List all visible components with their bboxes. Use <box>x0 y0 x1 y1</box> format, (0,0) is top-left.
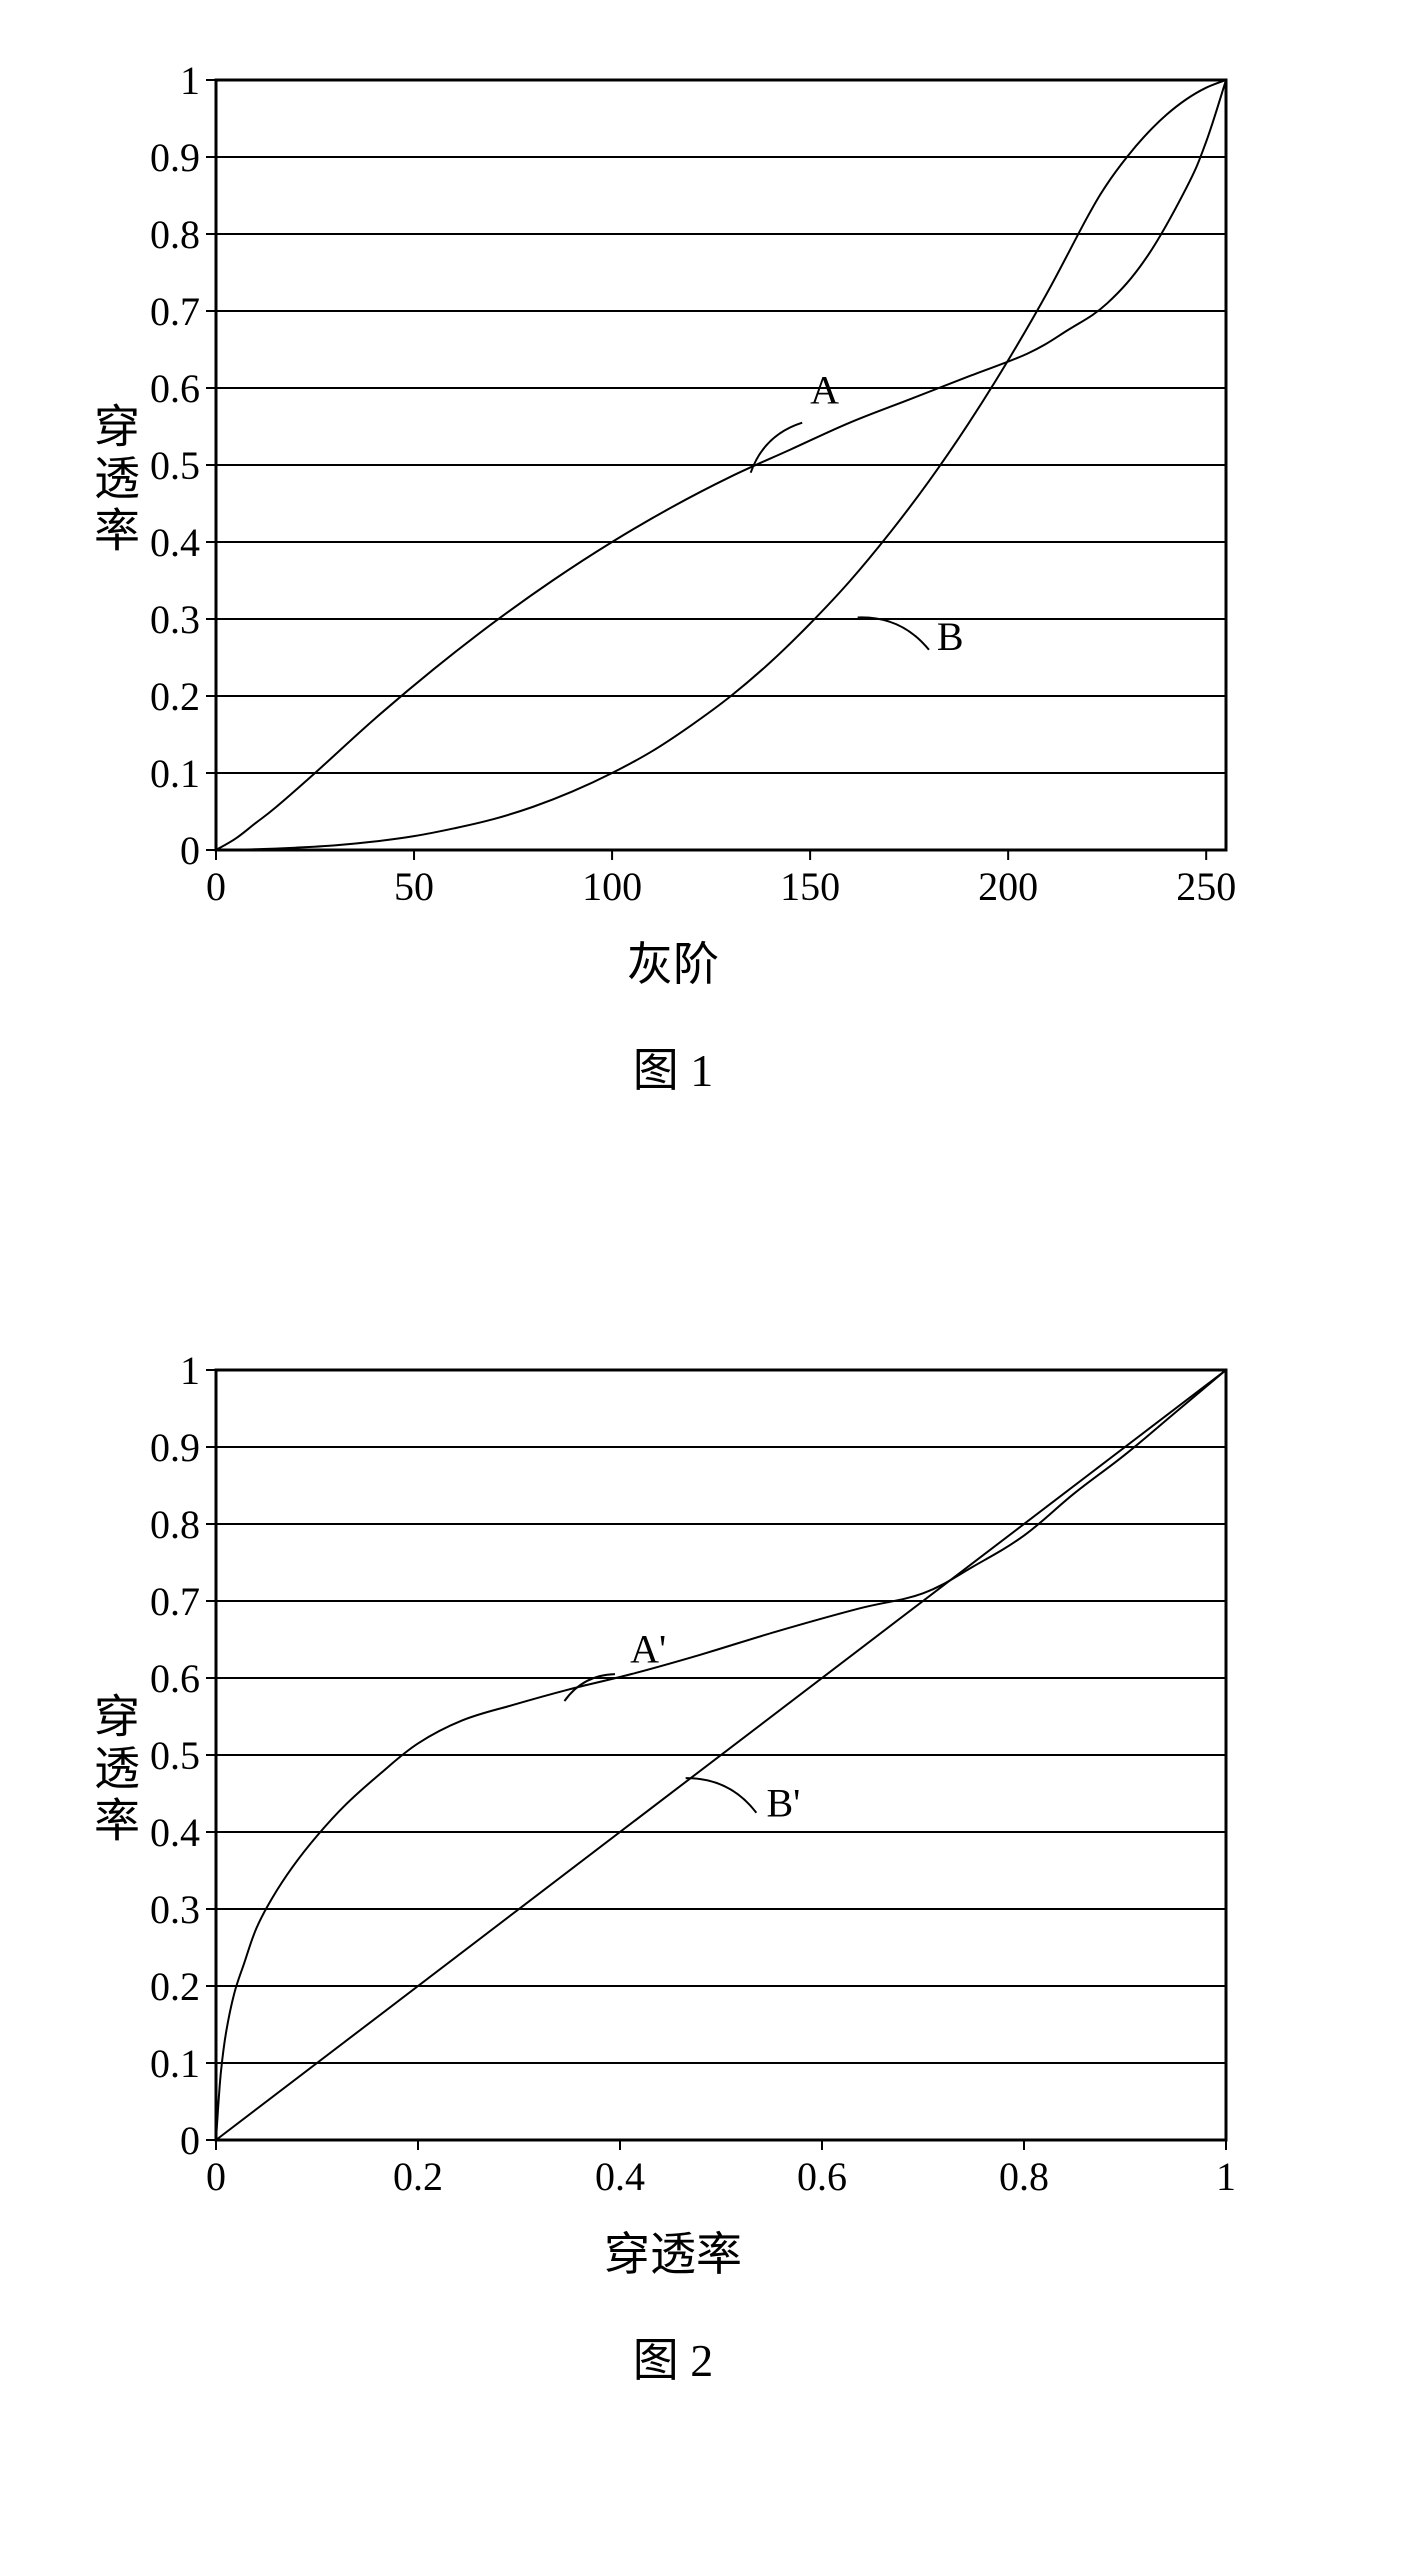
xtick-label: 0 <box>206 2154 226 2199</box>
figure-1-caption: 图 1 <box>633 1034 714 1100</box>
xtick-label: 100 <box>582 864 642 909</box>
figure-2: 穿透率 0 0.1 0.2 0.3 0.4 0.5 0.6 0.7 0.8 0.9 1 0 0.2 0.4… <box>80 1330 1266 2390</box>
ytick-label: 0.6 <box>150 1656 200 1701</box>
xtick-label: 0 <box>206 864 226 909</box>
ytick-label: 0.4 <box>150 520 200 565</box>
series-a-label: A <box>810 367 839 412</box>
ytick-label: 0.2 <box>150 1964 200 2009</box>
xtick-label: 0.4 <box>595 2154 645 2199</box>
ytick-label: 0.1 <box>150 751 200 796</box>
ytick-label: 0.7 <box>150 289 200 334</box>
xtick-label: 50 <box>394 864 434 909</box>
series-b-leader <box>858 617 929 649</box>
figure-1-row: 穿透率 0 0.1 0.2 0.3 0.4 0.5 0.6 0.7 0.8 0.9 1 0 50 100 1… <box>80 40 1266 920</box>
figure-2-row: 穿透率 0 0.1 0.2 0.3 0.4 0.5 0.6 0.7 0.8 0.9 1 0 0.2 0.4… <box>80 1330 1266 2210</box>
ytick-label: 0.8 <box>150 1502 200 1547</box>
figure-1-xlabel: 灰阶 <box>627 928 719 994</box>
ytick-label: 0.6 <box>150 366 200 411</box>
ytick-label: 0 <box>180 828 200 873</box>
series-a-label: A' <box>630 1627 666 1672</box>
ytick-label: 0.5 <box>150 1733 200 1778</box>
xtick-label: 0.2 <box>393 2154 443 2199</box>
ytick-label: 0.1 <box>150 2041 200 2086</box>
xtick-label: 150 <box>780 864 840 909</box>
ytick-label: 1 <box>180 58 200 103</box>
xtick-label: 200 <box>978 864 1038 909</box>
ytick-label: 0.4 <box>150 1810 200 1855</box>
xtick-label: 250 <box>1176 864 1236 909</box>
page: 穿透率 00.10.20.30.40.50.60.70.80.910501001… <box>0 0 1410 2549</box>
xtick-label: 0.6 <box>797 2154 847 2199</box>
ytick-label: 1 <box>180 1348 200 1393</box>
ytick-label: 0.8 <box>150 212 200 257</box>
ytick-label: 0.9 <box>150 1425 200 1470</box>
xtick-label: 0.8 <box>999 2154 1049 2199</box>
series-b-label: B <box>937 614 964 659</box>
figure-2-caption: 图 2 <box>633 2324 714 2390</box>
figure-1: 穿透率 0 0.1 0.2 0.3 0.4 0.5 0.6 0.7 0.8 0.9 1 0 50 100 1… <box>80 40 1266 1100</box>
figure-1-chart: 0 0.1 0.2 0.3 0.4 0.5 0.6 0.7 0.8 0.9 1 0 50 100 150 20… <box>146 40 1266 920</box>
ytick-label: 0.3 <box>150 597 200 642</box>
figure-2-ylabel: 穿透率 <box>80 1692 146 1848</box>
ytick-label: 0.9 <box>150 135 200 180</box>
ytick-label: 0.7 <box>150 1579 200 1624</box>
figure-2-xlabel: 穿透率 <box>604 2218 742 2284</box>
figure-1-ylabel: 穿透率 <box>80 402 146 558</box>
ytick-label: 0.2 <box>150 674 200 719</box>
series-b-label: B' <box>766 1781 800 1826</box>
ytick-label: 0.5 <box>150 443 200 488</box>
figure-2-chart: 0 0.1 0.2 0.3 0.4 0.5 0.6 0.7 0.8 0.9 1 0 0.2 0.4 0.6 0… <box>146 1330 1266 2210</box>
ytick-label: 0.3 <box>150 1887 200 1932</box>
series-b-leader <box>686 1778 757 1813</box>
xtick-label: 1 <box>1216 2154 1236 2199</box>
ytick-label: 0 <box>180 2118 200 2163</box>
